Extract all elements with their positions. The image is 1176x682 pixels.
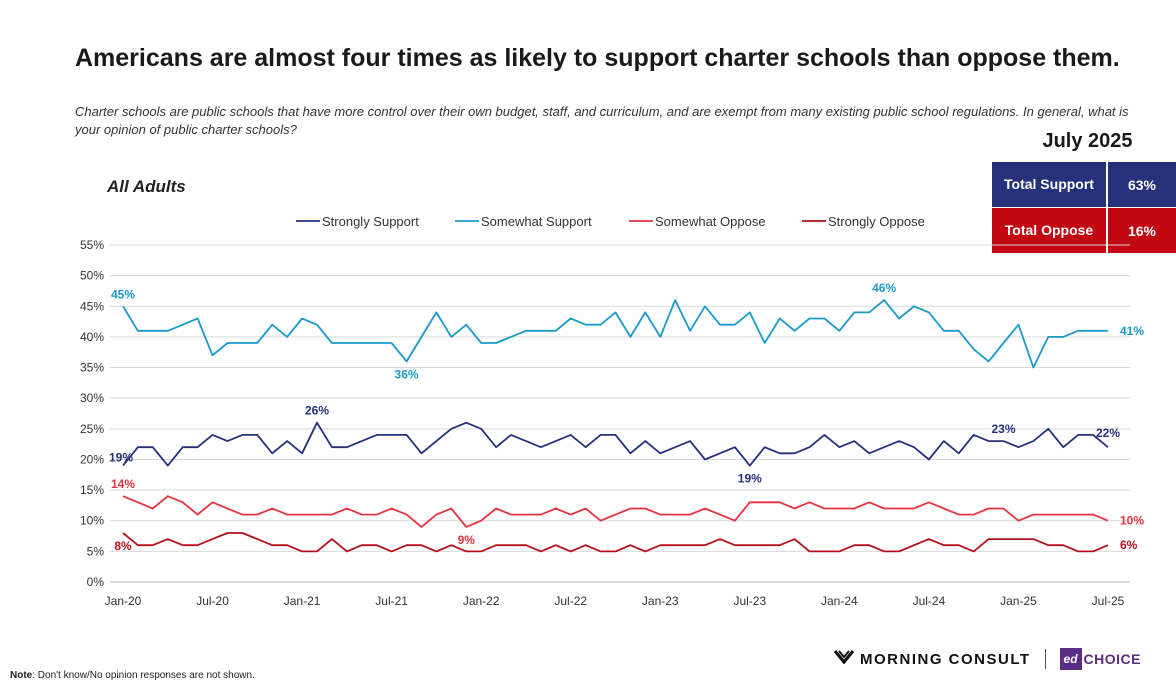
y-tick-label: 50% — [80, 269, 104, 283]
summary-row-support: Total Support 63% — [992, 162, 1176, 207]
brand-footer: MORNING CONSULT ed CHOICE — [833, 648, 1141, 670]
legend-label: Strongly Oppose — [828, 214, 925, 229]
data-label: 6% — [1120, 538, 1138, 552]
legend-label: Somewhat Oppose — [655, 214, 766, 229]
y-tick-label: 45% — [80, 299, 104, 313]
y-tick-label: 15% — [80, 483, 104, 497]
footnote-text: : Don't know/No opinion responses are no… — [32, 670, 255, 681]
total-support-label: Total Support — [992, 162, 1108, 207]
question-text: Charter schools are public schools that … — [75, 104, 1129, 137]
x-tick-label: Jan-25 — [1000, 594, 1037, 608]
y-tick-label: 20% — [80, 452, 104, 466]
footnote: Note: Don't know/No opinion responses ar… — [10, 670, 255, 681]
y-tick-label: 0% — [87, 575, 105, 589]
x-tick-label: Jan-24 — [821, 594, 858, 608]
morning-consult-logo-icon — [833, 649, 855, 668]
series-line — [122, 421, 1109, 467]
x-tick-label: Jul-21 — [375, 594, 408, 608]
y-tick-label: 30% — [80, 391, 104, 405]
y-tick-label: 35% — [80, 361, 104, 375]
summary-period: July 2025 — [1042, 130, 1133, 152]
data-label: 26% — [305, 404, 329, 418]
x-tick-label: Jul-23 — [733, 594, 766, 608]
edchoice-wordmark: CHOICE — [1083, 651, 1141, 667]
morning-consult-wordmark: MORNING CONSULT — [860, 650, 1031, 668]
data-label: 9% — [458, 533, 476, 547]
x-tick-label: Jul-20 — [196, 594, 229, 608]
x-tick-label: Jan-23 — [642, 594, 679, 608]
data-label: 19% — [109, 451, 133, 465]
edchoice-logo-icon: ed — [1059, 648, 1082, 670]
data-label: 22% — [1096, 426, 1120, 440]
data-label: 45% — [111, 287, 135, 301]
y-tick-label: 40% — [80, 330, 104, 344]
y-tick-label: 5% — [87, 544, 105, 558]
data-label: 46% — [872, 281, 896, 295]
series-line — [122, 299, 1108, 369]
x-tick-label: Jan-20 — [105, 594, 142, 608]
total-support-value: 63% — [1108, 162, 1176, 207]
brand-divider — [1044, 649, 1046, 669]
chart-title: Americans are almost four times as likel… — [75, 44, 1120, 72]
y-tick-label: 25% — [80, 422, 104, 436]
x-tick-label: Jan-21 — [284, 594, 321, 608]
series-line — [122, 532, 1109, 553]
legend-label: Somewhat Support — [481, 214, 592, 229]
data-label: 23% — [992, 422, 1016, 436]
data-label: 36% — [395, 367, 419, 381]
data-label: 19% — [738, 472, 762, 486]
data-label: 8% — [114, 539, 132, 553]
legend-label: Strongly Support — [322, 214, 419, 229]
panel-label: All Adults — [107, 177, 186, 196]
data-label: 10% — [1120, 514, 1144, 528]
line-chart: 0% 5% 10% 15% 20% 25% 30% 35% 40% 45% 50% 55% Jan-20… — [80, 214, 1144, 608]
series-line — [122, 495, 1109, 528]
x-tick-label: Jan-22 — [463, 594, 500, 608]
footnote-label: Note — [10, 670, 33, 681]
x-tick-label: Jul-22 — [554, 594, 587, 608]
data-label: 41% — [1120, 324, 1144, 338]
x-tick-label: Jul-24 — [913, 594, 946, 608]
x-tick-label: Jul-25 — [1092, 594, 1125, 608]
y-tick-label: 10% — [80, 514, 104, 528]
data-label: 14% — [111, 477, 135, 491]
y-tick-label: 55% — [80, 238, 104, 252]
